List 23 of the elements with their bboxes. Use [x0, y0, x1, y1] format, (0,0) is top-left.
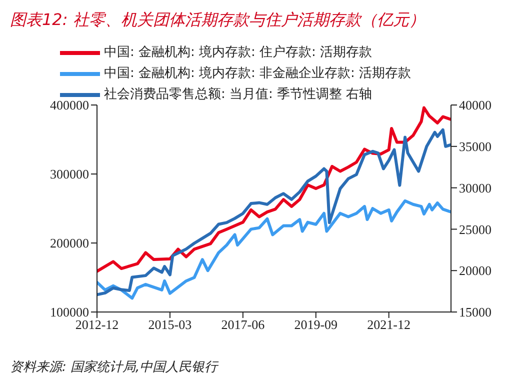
- x-tick-label: 2017-06: [221, 317, 266, 332]
- y2-tick-label: 35000: [459, 139, 492, 154]
- y-tick-label: 300000: [50, 166, 89, 182]
- x-tick-label: 2019-09: [294, 317, 338, 332]
- line-series: [97, 128, 451, 296]
- y2-tick-label: 20000: [459, 263, 492, 278]
- legend-label: 中国: 金融机构: 境内存款: 非金融企业存款: 活期存款: [104, 65, 412, 83]
- legend-label: 社会消费品零售总额: 当月值: 季节性调整 右轴: [104, 86, 372, 104]
- line-series: [97, 199, 451, 300]
- legend-label: 中国: 金融机构: 境内存款: 住户存款: 活期存款: [104, 44, 372, 62]
- y2-tick-label: 15000: [459, 304, 492, 320]
- x-tick-label: 2015-03: [148, 317, 192, 332]
- y2-tick-label: 30000: [459, 180, 492, 196]
- y2-tick-label: 40000: [459, 98, 492, 113]
- x-tick-label: 2012-12: [75, 317, 119, 332]
- text: 资料来源: 国家统计局,中国人民银行: [10, 359, 218, 376]
- y-tick-label: 100000: [50, 304, 89, 320]
- x-tick-label: 2021-12: [367, 317, 411, 332]
- line-series: [97, 106, 451, 273]
- y-tick-label: 200000: [50, 236, 89, 251]
- y2-tick-label: 25000: [459, 222, 492, 237]
- y-tick-label: 400000: [50, 98, 89, 113]
- chart-title: 图表12: 社零、机关团体活期存款与住户活期存款（亿元）: [10, 10, 425, 31]
